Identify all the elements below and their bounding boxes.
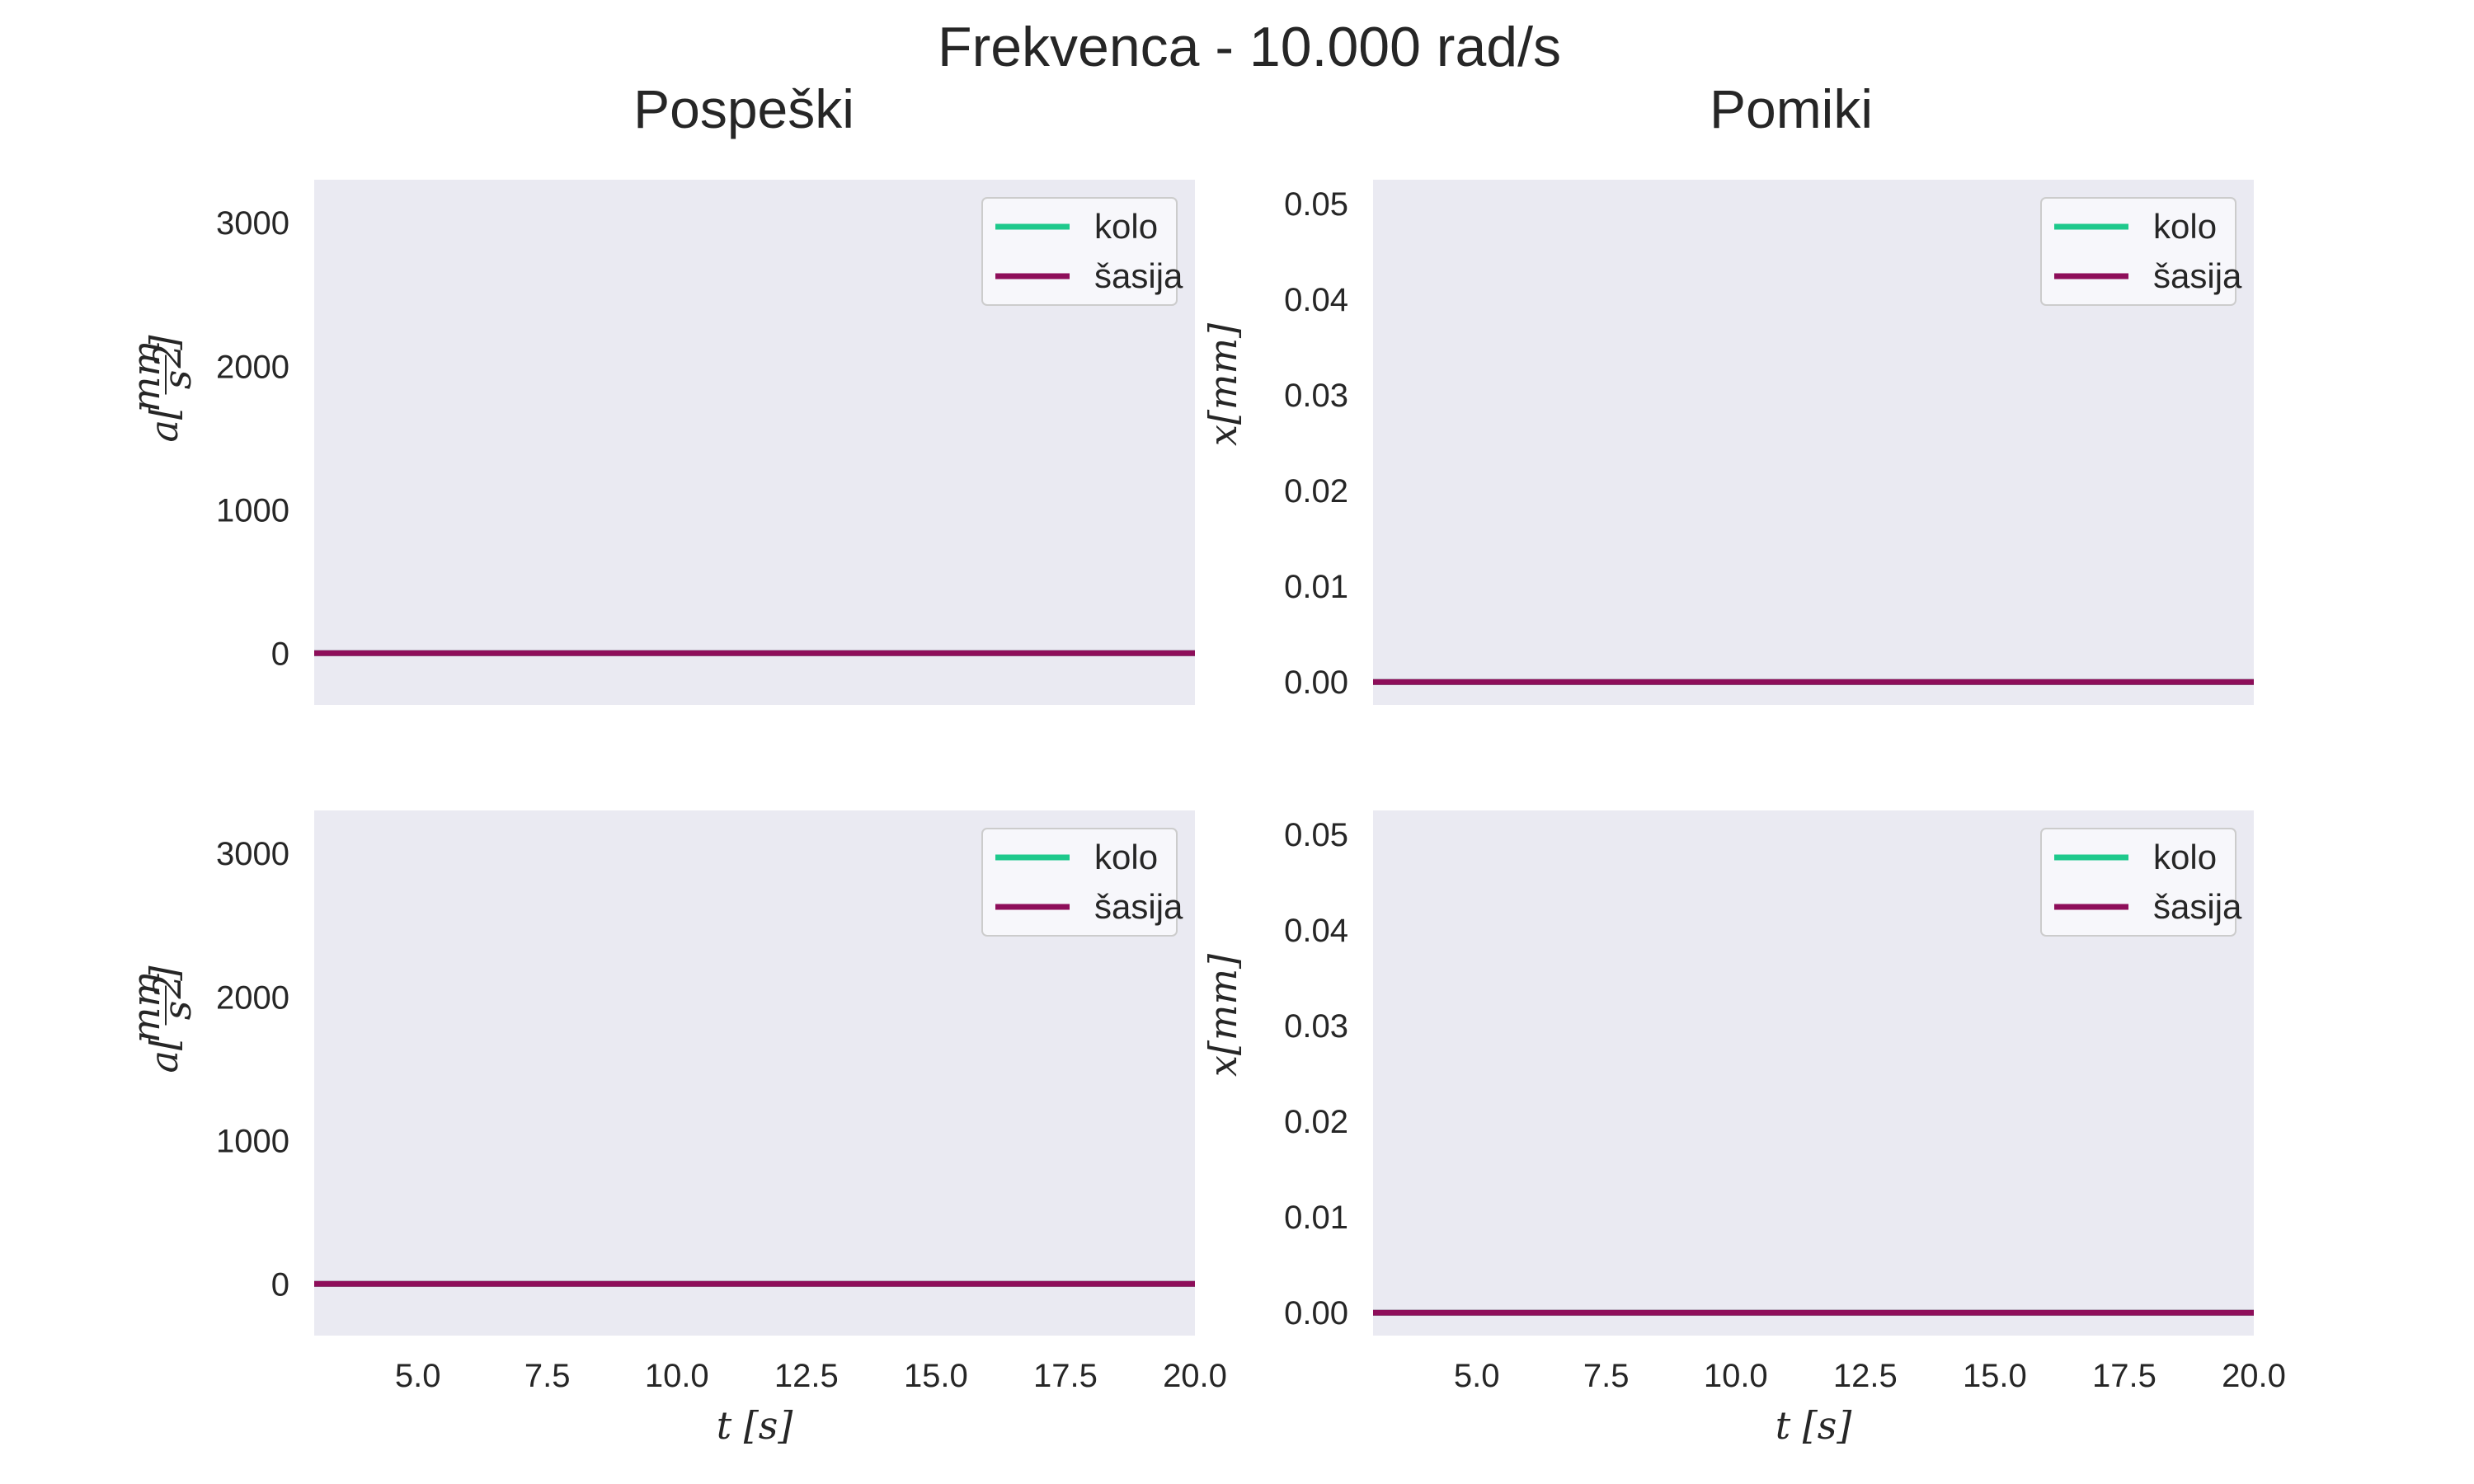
x-tick-label: 17.5 bbox=[2092, 1358, 2157, 1394]
y-axis-label-suffix: ] bbox=[142, 966, 186, 982]
legend-label-sasija: šasija bbox=[1094, 887, 1183, 926]
legend: kolo šasija bbox=[981, 197, 1183, 306]
x-tick-label: 20.0 bbox=[2222, 1358, 2286, 1394]
y-tick-label: 0.05 bbox=[1284, 186, 1348, 223]
legend: kolo šasija bbox=[981, 828, 1183, 937]
y-tick-label: 0 bbox=[271, 636, 289, 672]
y-tick-label: 0.04 bbox=[1284, 282, 1348, 318]
column-title-pomiki: Pomiki bbox=[1710, 78, 1873, 139]
x-tick-label: 15.0 bbox=[904, 1358, 968, 1394]
y-axis-label-prefix: a[ bbox=[142, 404, 186, 442]
legend-label-sasija: šasija bbox=[2153, 256, 2242, 295]
y-tick-label: 0.02 bbox=[1284, 1104, 1348, 1140]
y-axis-label: x[mm] bbox=[1201, 954, 1245, 1077]
y-tick-label: 0.03 bbox=[1284, 1008, 1348, 1045]
y-tick-label: 0.00 bbox=[1284, 665, 1348, 701]
y-axis-label-exponent: 2 bbox=[145, 974, 190, 999]
legend-label-sasija: šasija bbox=[1094, 256, 1183, 295]
legend-label-kolo: kolo bbox=[1094, 838, 1158, 876]
x-tick-label: 10.0 bbox=[1704, 1358, 1768, 1394]
x-tick-label: 12.5 bbox=[1833, 1358, 1898, 1394]
x-axis-label: t [s] bbox=[717, 1403, 793, 1448]
y-tick-label: 1000 bbox=[216, 492, 289, 528]
x-tick-label: 7.5 bbox=[1583, 1358, 1630, 1394]
y-axis-label: x[mm] bbox=[1201, 323, 1245, 446]
legend: kolo šasija bbox=[2040, 197, 2242, 306]
y-tick-label: 0.01 bbox=[1284, 569, 1348, 605]
y-axis-label-exponent: 2 bbox=[145, 344, 190, 369]
y-tick-label: 0.00 bbox=[1284, 1295, 1348, 1331]
subplot-grid: 0100020003000a[mms2]kološasija0.000.010.… bbox=[124, 180, 2286, 1448]
y-tick-label: 0.02 bbox=[1284, 473, 1348, 510]
y-tick-label: 1000 bbox=[216, 1123, 289, 1159]
x-tick-label: 17.5 bbox=[1033, 1358, 1098, 1394]
x-tick-label: 5.0 bbox=[395, 1358, 441, 1394]
y-axis-label-text: x[mm] bbox=[1201, 323, 1245, 446]
x-tick-label: 15.0 bbox=[1963, 1358, 2027, 1394]
y-axis-label-prefix: a[ bbox=[142, 1035, 186, 1073]
figure-suptitle: Frekvenca - 10.000 rad/s bbox=[938, 16, 1561, 78]
subplot-4: 0.00 0.01 0.02 0.03 0.04 0.05 5.0 7.5 10.0 12.5 15… bbox=[1201, 810, 2286, 1448]
x-tick-label: 12.5 bbox=[774, 1358, 839, 1394]
x-tick-label: 10.0 bbox=[645, 1358, 709, 1394]
legend-label-kolo: kolo bbox=[2153, 838, 2217, 876]
y-tick-label: 0.01 bbox=[1284, 1200, 1348, 1236]
column-title-pospeski: Pospeški bbox=[633, 78, 854, 139]
y-tick-label: 0.03 bbox=[1284, 378, 1348, 414]
x-tick-label: 7.5 bbox=[524, 1358, 571, 1394]
y-tick-label: 3000 bbox=[216, 205, 289, 242]
y-axis-label-denominator: s bbox=[155, 1001, 200, 1021]
y-tick-label: 2000 bbox=[216, 349, 289, 385]
y-axis-label-numerator: mm bbox=[124, 971, 168, 1043]
x-tick-label: 20.0 bbox=[1163, 1358, 1227, 1394]
y-axis-label-text: x[mm] bbox=[1201, 954, 1245, 1077]
x-tick-label: 5.0 bbox=[1454, 1358, 1500, 1394]
subplot-2: 0.00 0.01 0.02 0.03 0.04 0.05 x[mm] kolo šasija bbox=[1201, 180, 2254, 705]
y-tick-label: 0 bbox=[271, 1266, 289, 1303]
legend-label-sasija: šasija bbox=[2153, 887, 2242, 926]
y-axis-label-suffix: ] bbox=[142, 336, 186, 351]
y-axis-label-denominator: s bbox=[155, 370, 200, 390]
legend-label-kolo: kolo bbox=[1094, 207, 1158, 246]
y-tick-label: 0.04 bbox=[1284, 913, 1348, 949]
legend: kolo šasija bbox=[2040, 828, 2242, 937]
y-tick-label: 2000 bbox=[216, 979, 289, 1016]
subplot-3: 0 1000 2000 3000 5.0 7.5 10.0 12.5 15.0 17.5 20.0 t… bbox=[124, 810, 1227, 1448]
y-tick-label: 0.05 bbox=[1284, 817, 1348, 853]
legend-label-kolo: kolo bbox=[2153, 207, 2217, 246]
y-tick-label: 3000 bbox=[216, 836, 289, 872]
y-axis-label-numerator: mm bbox=[124, 340, 168, 412]
x-axis-label: t [s] bbox=[1776, 1403, 1852, 1448]
